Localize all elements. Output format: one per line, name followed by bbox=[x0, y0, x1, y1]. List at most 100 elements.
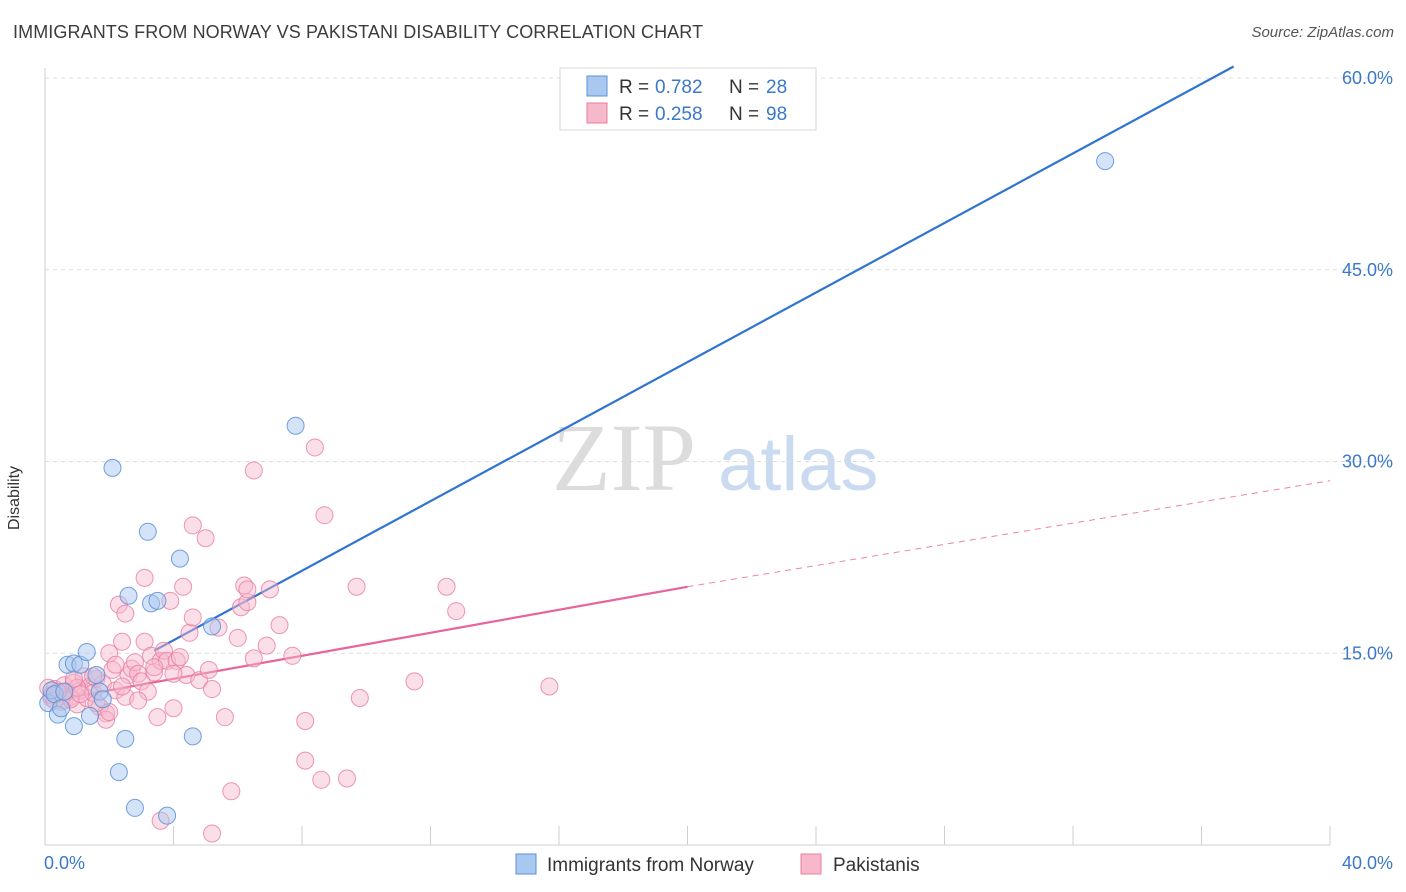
norway-point bbox=[52, 699, 71, 718]
pakistanis-point bbox=[228, 628, 247, 647]
pakistanis-point bbox=[183, 608, 202, 627]
pakistanis-point bbox=[174, 577, 193, 596]
pakistanis-point bbox=[180, 623, 199, 642]
pakistanis-point bbox=[296, 712, 315, 731]
pakistanis-point bbox=[148, 708, 167, 727]
pakistanis-point bbox=[337, 769, 356, 788]
norway-point bbox=[109, 763, 128, 782]
pakistanis-point bbox=[347, 577, 366, 596]
pakistanis-point bbox=[199, 660, 218, 679]
legend-swatch-pakistanis bbox=[586, 102, 608, 124]
grid-layer bbox=[45, 77, 1392, 654]
correlation-legend: R = 0.782 N = 28 R = 0.258 N = 98 bbox=[559, 67, 817, 131]
pakistanis-point bbox=[164, 699, 183, 718]
norway-point bbox=[77, 642, 96, 661]
norway-point bbox=[103, 458, 122, 477]
pakistanis-point bbox=[135, 568, 154, 587]
pakistanis-trendline-extension bbox=[687, 480, 1331, 588]
pakistanis-point bbox=[447, 602, 466, 621]
pakistanis-point bbox=[170, 648, 189, 667]
legend-n-value-pakistanis: 98 bbox=[766, 104, 787, 125]
pakistanis-point bbox=[151, 651, 170, 670]
watermark-atlas: atlas bbox=[718, 422, 879, 507]
pakistanis-point bbox=[312, 770, 331, 789]
series-legend-label-pakistanis: Pakistanis bbox=[833, 855, 920, 876]
norway-points bbox=[39, 152, 1115, 825]
legend-r-label-norway: R = bbox=[619, 77, 649, 98]
pakistanis-point bbox=[350, 688, 369, 707]
pakistanis-point bbox=[244, 461, 263, 480]
series-legend: Immigrants from Norway Pakistanis bbox=[515, 853, 920, 876]
norway-point bbox=[1096, 152, 1115, 171]
pakistanis-point bbox=[405, 672, 424, 691]
pakistanis-point bbox=[132, 672, 151, 691]
norway-point bbox=[119, 586, 138, 605]
pakistanis-point bbox=[113, 677, 132, 696]
pakistanis-point bbox=[106, 655, 125, 674]
legend-n-label-norway: N = bbox=[729, 77, 759, 98]
pakistanis-point bbox=[222, 782, 241, 801]
pakistanis-point bbox=[296, 751, 315, 770]
pakistanis-point bbox=[257, 636, 276, 655]
norway-point bbox=[138, 522, 157, 541]
pakistanis-point bbox=[129, 691, 148, 710]
chart-title: IMMIGRANTS FROM NORWAY VS PAKISTANI DISA… bbox=[13, 22, 704, 42]
pakistanis-point bbox=[238, 580, 257, 599]
pakistanis-point bbox=[113, 632, 132, 651]
series-legend-label-norway: Immigrants from Norway bbox=[547, 855, 754, 876]
pakistanis-point bbox=[183, 516, 202, 535]
pakistanis-point bbox=[103, 660, 122, 679]
pakistanis-point bbox=[116, 604, 135, 623]
x-tick-layer bbox=[44, 826, 1331, 845]
norway-point bbox=[183, 727, 202, 746]
norway-trendline bbox=[153, 65, 1235, 652]
pakistanis-point bbox=[283, 646, 302, 665]
pakistanis-point bbox=[315, 506, 334, 525]
legend-r-value-pakistanis: 0.258 bbox=[655, 104, 703, 125]
pakistanis-point bbox=[138, 682, 157, 701]
legend-n-label-pakistanis: N = bbox=[729, 104, 759, 125]
x-tick-label-min: 0.0% bbox=[44, 853, 85, 873]
y-tick-label-layer: 15.0% 30.0% 45.0% 60.0% bbox=[1342, 68, 1393, 663]
pakistanis-point bbox=[125, 653, 144, 672]
norway-point bbox=[87, 665, 106, 684]
pakistanis-point bbox=[238, 593, 257, 612]
watermark-zip: ZIP bbox=[552, 404, 696, 511]
series-legend-swatch-norway bbox=[515, 853, 537, 875]
pakistanis-point bbox=[215, 708, 234, 727]
legend-n-value-norway: 28 bbox=[766, 77, 787, 98]
pakistanis-point bbox=[145, 663, 164, 682]
pakistanis-point bbox=[540, 677, 559, 696]
watermark: ZIP atlas bbox=[552, 404, 879, 511]
legend-swatch-norway bbox=[586, 75, 608, 97]
y-tick-label: 45.0% bbox=[1342, 260, 1393, 280]
norway-point bbox=[55, 682, 74, 701]
pakistanis-point bbox=[196, 529, 215, 548]
pakistanis-trendline bbox=[44, 585, 688, 703]
pakistanis-point bbox=[437, 577, 456, 596]
pakistanis-point bbox=[203, 680, 222, 699]
pakistanis-point bbox=[203, 824, 222, 843]
norway-point bbox=[203, 617, 222, 636]
pakistanis-point bbox=[270, 616, 289, 635]
pakistanis-point bbox=[305, 438, 324, 457]
pakistanis-point bbox=[145, 658, 164, 677]
pakistanis-point bbox=[154, 641, 173, 660]
norway-point bbox=[125, 798, 144, 817]
pakistanis-point bbox=[164, 664, 183, 683]
norway-point bbox=[286, 416, 305, 435]
norway-point bbox=[148, 591, 167, 610]
norway-point bbox=[64, 717, 83, 736]
norway-point bbox=[80, 706, 99, 725]
pakistanis-point bbox=[260, 580, 279, 599]
series-legend-swatch-pakistanis bbox=[800, 853, 822, 875]
source-label: Source: ZipAtlas.com bbox=[1251, 24, 1394, 41]
pakistanis-point bbox=[244, 649, 263, 668]
trendline-layer bbox=[44, 65, 1331, 703]
y-tick-label: 60.0% bbox=[1342, 68, 1393, 88]
norway-point bbox=[158, 806, 177, 825]
legend-r-value-norway: 0.782 bbox=[655, 77, 703, 98]
pakistanis-point bbox=[71, 685, 90, 704]
norway-point bbox=[170, 549, 189, 568]
y-tick-label: 30.0% bbox=[1342, 452, 1393, 472]
